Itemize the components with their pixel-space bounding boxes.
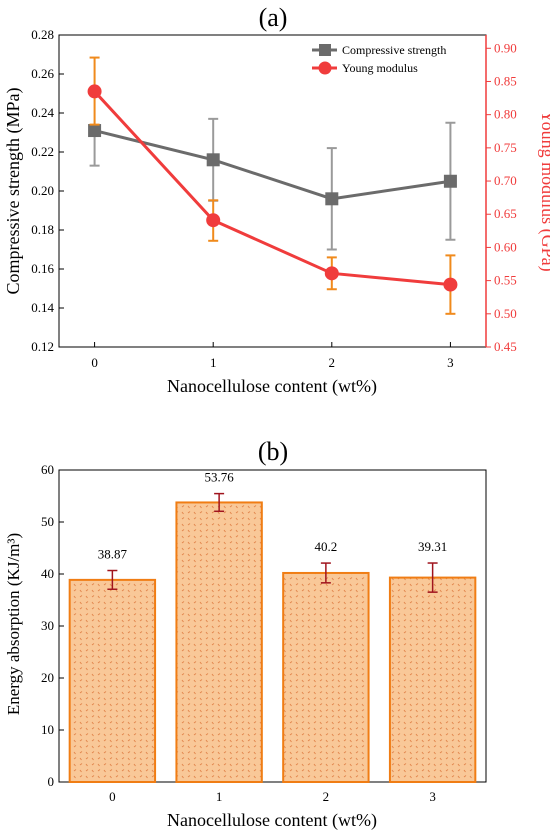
panel-b-label: (b): [258, 437, 288, 466]
legend-item-compressive-strength: Compressive strength: [312, 43, 446, 57]
x-tick-label: 1: [210, 355, 217, 370]
panel-a-plot-frame: [58, 34, 487, 348]
x-tick-label: 3: [429, 789, 436, 804]
compressive-strength-point: [206, 153, 220, 167]
legend-marker-compressive-strength: [319, 44, 331, 56]
legend-marker-young-modulus: [318, 61, 332, 75]
panel-b-bars: 38.87 53.76 40.2 39.31: [68, 470, 477, 784]
right-tick-label: 0.70: [494, 173, 517, 188]
panel-b-ylabel: Energy absorption (KJ/m³): [4, 533, 23, 715]
left-tick-label: 0.28: [31, 27, 54, 42]
right-tick-label: 0.50: [494, 306, 517, 321]
panel-a-series: [87, 56, 458, 315]
left-tick-label: 0.22: [31, 144, 54, 159]
x-tick-label: 0: [91, 355, 98, 370]
left-tick-label: 0.12: [31, 339, 54, 354]
x-tick-label: 0: [109, 789, 116, 804]
panel-b-xlabel: Nanocellulose content (wt%): [167, 810, 377, 831]
panel-b-x-axis: 0 1 2 3: [109, 777, 436, 804]
y-tick-label: 60: [41, 462, 54, 477]
right-tick-label: 0.60: [494, 239, 517, 254]
right-tick-label: 0.55: [494, 273, 517, 288]
x-tick-label: 2: [329, 355, 336, 370]
right-tick-label: 0.90: [494, 40, 517, 55]
right-tick-label: 0.85: [494, 73, 517, 88]
compressive-strength-point: [88, 124, 102, 138]
right-tick-label: 0.80: [494, 107, 517, 122]
legend-label-compressive-strength: Compressive strength: [342, 43, 446, 57]
panel-a: (a) 0.12 0.14 0.16 0.18 0.20 0.22 0.24 0.26 0.28…: [3, 3, 550, 397]
y-tick-label: 40: [41, 566, 54, 581]
left-tick-label: 0.16: [31, 261, 54, 276]
left-tick-label: 0.24: [31, 105, 54, 120]
left-tick-label: 0.18: [31, 222, 54, 237]
bar: [68, 578, 157, 783]
bar: [175, 501, 263, 783]
right-tick-label: 0.45: [494, 339, 517, 354]
y-tick-label: 20: [41, 670, 54, 685]
y-tick-label: 0: [48, 774, 55, 789]
legend-item-young-modulus: Young modulus: [312, 61, 418, 75]
right-tick-label: 0.75: [494, 140, 517, 155]
panel-a-left-axis: 0.12 0.14 0.16 0.18 0.20 0.22 0.24 0.26 0.28: [31, 27, 64, 354]
panel-a-ylabel: Compressive strength (MPa): [3, 88, 24, 295]
panel-a-x-axis: 0 1 2 3: [91, 342, 454, 370]
young-modulus-point: [324, 266, 339, 281]
x-tick-label: 2: [323, 789, 330, 804]
x-tick-label: 3: [447, 355, 454, 370]
young-modulus-point: [443, 277, 458, 292]
bar: [282, 571, 370, 784]
x-tick-label: 1: [216, 789, 223, 804]
compressive-strength-point: [443, 174, 457, 188]
panel-a-right-axis: 0.45 0.50 0.55 0.60 0.65 0.70 0.75 0.80 0.85 0.90: [486, 40, 517, 354]
bar-value-label: 40.2: [315, 539, 338, 554]
panel-a-legend: Compressive strength Young modulus: [312, 43, 446, 75]
panel-a-label: (a): [259, 3, 288, 32]
y-tick-label: 30: [41, 618, 54, 633]
bar-value-label: 53.76: [205, 470, 235, 485]
left-tick-label: 0.20: [31, 183, 54, 198]
panel-b-y-axis: 0 10 20 30 40 50 60: [41, 462, 64, 789]
panel-a-xlabel: Nanocellulose content (wt%): [167, 376, 377, 397]
panel-a-y2label: Young modulus (GPa): [537, 110, 550, 271]
y-tick-label: 10: [41, 722, 54, 737]
legend-label-young-modulus: Young modulus: [342, 61, 418, 75]
young-modulus-line: [93, 90, 451, 287]
panel-b: (b) 0 10 20 30 40 50 60 0 1 2 3 38.87 53.76 40.2 39.…: [4, 437, 487, 831]
young-modulus-point: [206, 213, 221, 228]
young-modulus-point: [87, 84, 102, 99]
bar: [388, 576, 477, 784]
y-tick-label: 50: [41, 514, 54, 529]
bar-value-label: 39.31: [418, 539, 447, 554]
right-tick-label: 0.65: [494, 206, 517, 221]
compressive-strength-point: [325, 192, 339, 206]
left-tick-label: 0.26: [31, 66, 54, 81]
bar-value-label: 38.87: [98, 547, 128, 562]
compressive-strength-line: [94, 129, 451, 201]
left-tick-label: 0.14: [31, 300, 54, 315]
